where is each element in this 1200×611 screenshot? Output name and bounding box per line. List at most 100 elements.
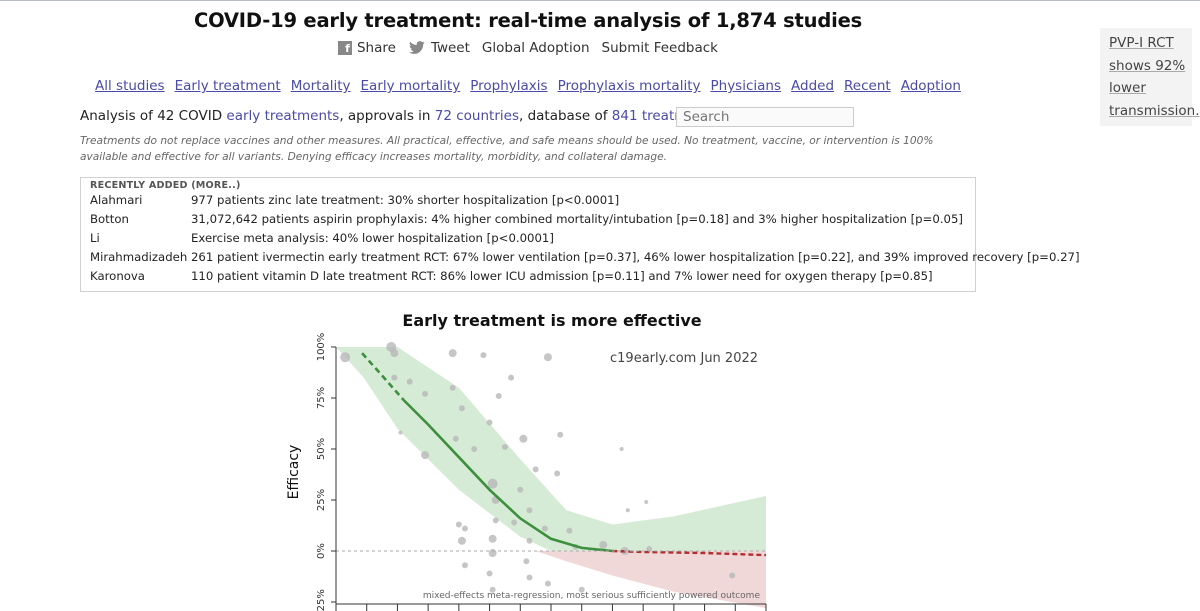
study-summary: 977 patients zinc late treatment: 30% sh… [191,193,620,207]
data-point [340,352,351,363]
nav-prophylaxis[interactable]: Prophylaxis [470,78,548,94]
study-author: Karonova [90,269,145,283]
nav-prophylaxis-mortality[interactable]: Prophylaxis mortality [557,78,701,94]
study-author: Alahmari [90,193,143,207]
data-point [487,478,498,489]
side-line: transmission. [1109,102,1200,119]
nav-added[interactable]: Added [791,78,835,94]
efficacy-chart: 100% 75% 50% 25% 0% -25% Early treatment is m… [286,311,767,611]
data-point [492,517,499,524]
data-point [644,500,649,505]
data-point [421,451,430,460]
data-point [486,570,493,577]
fit-line-negative [612,549,767,557]
data-point [462,525,468,532]
data-point [448,349,457,358]
chart-watermark: c19early.com Jun 2022 [610,351,758,366]
y-tick-label: 0% [316,543,327,559]
data-point [406,378,413,385]
tweet-button[interactable]: Tweet [408,40,470,56]
nav-early-mortality[interactable]: Early mortality [360,78,461,94]
share-button[interactable]: f Share [337,40,396,56]
list-item[interactable]: Alahmari 977 patients zinc late treatmen… [81,191,975,210]
y-axis-label: Efficacy [286,445,302,500]
y-tick-label: -25% [316,589,327,611]
study-author: Mirahmadizadeh [90,250,188,264]
side-news-link[interactable]: PVP-I RCT shows 92% lower transmission. [1109,32,1200,122]
y-tick-label: 75% [316,387,327,409]
data-point [457,536,466,545]
search-input[interactable] [676,107,854,127]
nav-bar: All studies Early treatment Mortality Ea… [0,78,1056,94]
recently-added-heading[interactable]: RECENTLY ADDED (MORE..) [90,180,241,191]
data-point [554,470,561,477]
data-point [511,519,518,526]
data-point [462,562,468,569]
data-point [486,419,493,426]
study-summary: Exercise meta analysis: 40% lower hospit… [191,231,554,245]
data-point [390,349,399,358]
data-point [526,507,533,514]
y-tick-label: 100% [316,333,327,362]
study-summary: 261 patient ivermectin early treatment R… [191,250,1080,264]
data-point [488,534,497,543]
data-point [452,435,459,442]
nav-physicians[interactable]: Physicians [710,78,782,94]
data-point [557,431,564,438]
confidence-band-positive [336,347,766,551]
data-point [578,586,585,593]
analysis-text: , approvals in [339,108,435,124]
disclaimer: Treatments do not replace vaccines and o… [80,135,934,163]
nav-mortality[interactable]: Mortality [290,78,351,94]
share-row: f Share Tweet Global Adoption Submit Fee… [0,40,1056,56]
list-item[interactable]: Mirahmadizadeh 261 patient ivermectin ea… [81,248,1080,267]
top-border [0,0,1200,1]
nav-recent[interactable]: Recent [844,78,891,94]
study-author: Botton [90,212,129,226]
facebook-icon: f [337,41,352,55]
data-point [544,580,551,587]
nav-all-studies[interactable]: All studies [95,78,165,94]
side-card [1100,28,1192,126]
share-label: Share [356,40,396,56]
nav-early-treatment[interactable]: Early treatment [174,78,281,94]
data-point [543,353,552,362]
analysis-text: , database of [518,108,612,124]
twitter-icon [408,41,425,54]
list-item[interactable]: Botton 31,072,642 patients aspirin proph… [81,210,975,229]
side-line: shows 92% [1109,57,1186,74]
list-item[interactable]: Karonova 110 patient vitamin D late trea… [81,267,975,286]
recently-added-panel: RECENTLY ADDED (MORE..) Alahmari 977 pat… [80,177,1080,292]
data-point [422,390,429,397]
countries-link[interactable]: 72 countries [434,108,519,124]
page-title: COVID-19 early treatment: real-time anal… [193,9,863,32]
data-point [541,525,548,532]
data-point [480,352,487,359]
side-line: lower [1109,80,1146,96]
submit-feedback-link[interactable]: Submit Feedback [601,40,719,56]
global-adoption-link[interactable]: Global Adoption [481,40,590,56]
data-point [625,508,630,513]
data-point [566,527,573,534]
data-point [526,574,533,581]
y-tick-label: 50% [316,438,327,460]
study-summary: 31,072,642 patients aspirin prophylaxis:… [191,212,963,226]
data-point [455,521,462,528]
data-point [619,447,624,451]
data-point [508,374,515,381]
list-item[interactable]: Li Exercise meta analysis: 40% lower hos… [81,229,975,248]
fit-line-extrapolated [361,352,405,401]
data-point [489,586,496,593]
analysis-summary: Analysis of 42 COVID early treatments, a… [80,108,721,124]
data-point [519,434,528,443]
data-point [488,549,497,558]
data-point [526,537,533,544]
data-point [646,545,653,552]
data-point [398,430,403,435]
fit-line [402,399,613,553]
early-treatments-link[interactable]: early treatments [226,108,340,124]
data-point [458,405,465,412]
study-summary: 110 patient vitamin D late treatment RCT… [191,269,933,283]
nav-adoption[interactable]: Adoption [900,78,961,94]
confidence-band-negative [535,551,766,609]
